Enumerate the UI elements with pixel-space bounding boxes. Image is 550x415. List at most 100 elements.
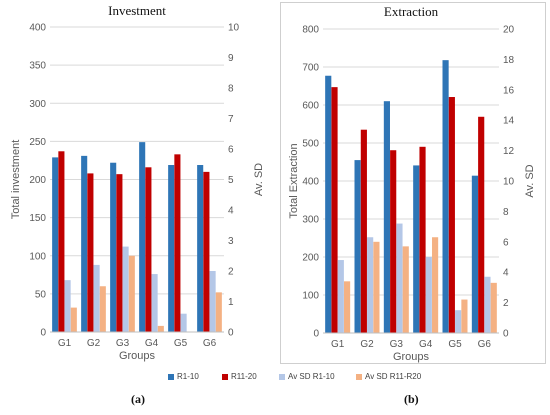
y-tick-label: 400 — [302, 177, 319, 188]
y-tick-label: 0 — [40, 328, 46, 339]
y2-tick-label: 8 — [503, 207, 509, 218]
x-tick-label: G6 — [203, 338, 217, 349]
y2-tick-label: 20 — [503, 25, 515, 36]
bar-r1-10-g5 — [168, 165, 175, 332]
bar-r1-10-g6 — [197, 165, 204, 332]
chart-legend: R1-10 R11-20 Av SD R1-10 Av SD R11-R20 — [0, 372, 550, 386]
y-tick-label: 200 — [302, 253, 319, 264]
legend-swatch-av-sd-r11-r20 — [356, 373, 362, 380]
bar-r1-10-g2 — [354, 160, 361, 333]
legend-item-r1-10: R1-10 — [168, 372, 199, 381]
bar-av-sd-r11-r20-g1 — [70, 307, 77, 332]
chart-title: Extraction — [384, 4, 439, 19]
x-tick-label: G3 — [390, 339, 404, 350]
bar-r11-20-g3 — [116, 174, 123, 332]
x-tick-label: G2 — [360, 339, 374, 350]
y2-tick-label: 5 — [228, 175, 234, 186]
legend-swatch-av-sd-r1-10 — [279, 373, 285, 380]
bar-r11-20-g6 — [203, 171, 210, 332]
caption-a-text: (a) — [131, 392, 145, 406]
bar-av-sd-r1-10-g2 — [93, 264, 100, 332]
y-tick-label: 100 — [302, 291, 319, 302]
legend-swatch-r1-10 — [168, 373, 174, 380]
bar-av-sd-r11-r20-g2 — [373, 241, 380, 333]
bar-r1-10-g5 — [442, 60, 449, 333]
y2-tick-label: 8 — [228, 84, 234, 95]
bar-av-sd-r1-10-g4 — [151, 274, 158, 332]
bar-r11-20-g5 — [174, 154, 181, 332]
extraction-chart-panel: Extraction 0 100 200 300 400 500 600 700 800 0 2 4 6 8… — [280, 2, 546, 364]
y2-tick-label: 4 — [503, 268, 509, 279]
y2-tick-label: 14 — [503, 116, 515, 127]
bar-av-sd-r11-r20-g1 — [344, 281, 351, 333]
x-tick-label: G4 — [419, 339, 433, 350]
y2-axis-title: Av. SD — [253, 163, 265, 196]
y-tick-label: 800 — [302, 25, 319, 36]
bar-r1-10-g1 — [52, 157, 59, 332]
y2-tick-label: 4 — [228, 206, 234, 217]
caption-b-text: (b) — [404, 392, 419, 406]
bar-av-sd-r1-10-g5 — [180, 313, 187, 332]
y-tick-label: 250 — [29, 137, 46, 148]
x-tick-label: G3 — [116, 338, 130, 349]
chart-title: Investment — [108, 3, 166, 18]
bar-av-sd-r1-10-g3 — [122, 246, 129, 332]
y2-tick-label: 0 — [228, 328, 234, 339]
y2-tick-label: 3 — [228, 236, 234, 247]
x-axis-title: Groups — [119, 350, 156, 362]
y-tick-label: 150 — [29, 213, 46, 224]
legend-swatch-r11-20 — [222, 373, 228, 380]
bar-r11-20-g2 — [87, 173, 94, 332]
bar-r11-20-g3 — [390, 150, 397, 333]
bar-av-sd-r11-r20-g6 — [215, 292, 222, 332]
y2-tick-label: 16 — [503, 85, 515, 96]
legend-item-av-sd-r1-10: Av SD R1-10 — [279, 372, 335, 381]
y2-tick-label: 6 — [228, 145, 234, 156]
legend-label: R1-10 — [177, 372, 199, 381]
caption-a: (a) — [131, 392, 145, 407]
y2-tick-label: 2 — [228, 267, 234, 278]
y2-tick-label: 1 — [228, 297, 234, 308]
y2-tick-label: 12 — [503, 146, 515, 157]
legend-label: R11-20 — [231, 372, 257, 381]
x-tick-label: G5 — [448, 339, 462, 350]
y2-tick-label: 9 — [228, 53, 234, 64]
y2-tick-label: 18 — [503, 55, 515, 66]
bar-r1-10-g6 — [471, 175, 478, 333]
y-tick-label: 400 — [29, 23, 46, 34]
x-tick-label: G1 — [58, 338, 72, 349]
x-tick-label: G6 — [478, 339, 492, 350]
y-tick-label: 50 — [35, 289, 47, 300]
y2-tick-label: 7 — [228, 114, 234, 125]
y-tick-label: 600 — [302, 101, 319, 112]
x-tick-label: G1 — [331, 339, 345, 350]
caption-b: (b) — [404, 392, 419, 407]
bar-av-sd-r1-10-g3 — [396, 223, 403, 333]
bar-av-sd-r1-10-g1 — [337, 260, 344, 333]
bar-r11-20-g2 — [360, 129, 367, 333]
bar-av-sd-r1-10-g6 — [484, 276, 491, 333]
y-tick-label: 500 — [302, 139, 319, 150]
bar-r1-10-g1 — [325, 75, 332, 334]
legend-label: Av SD R1-10 — [288, 372, 335, 381]
legend-item-r11-20: R11-20 — [222, 372, 257, 381]
x-tick-label: G2 — [87, 338, 101, 349]
y2-tick-label: 0 — [503, 329, 509, 340]
bar-av-sd-r11-r20-g4 — [432, 237, 439, 333]
bar-av-sd-r11-r20-g4 — [157, 325, 164, 332]
bar-r1-10-g3 — [110, 162, 117, 332]
extraction-chart: Extraction 0 100 200 300 400 500 600 700 800 0 2 4 6 8… — [288, 4, 536, 363]
bar-r11-20-g5 — [448, 97, 455, 334]
bar-r11-20-g4 — [145, 167, 152, 332]
y-axis-title: Total investment — [10, 140, 22, 219]
y-axis-title: Total Extraction — [288, 143, 300, 218]
bar-av-sd-r11-r20-g2 — [99, 286, 106, 332]
bar-r11-20-g1 — [331, 87, 338, 333]
y-tick-label: 0 — [313, 329, 319, 340]
bar-av-sd-r1-10-g4 — [425, 257, 432, 333]
y2-axis-title: Av. SD — [524, 164, 536, 197]
y-tick-label: 100 — [29, 251, 46, 262]
bar-av-sd-r1-10-g5 — [455, 310, 462, 333]
bar-av-sd-r1-10-g1 — [64, 280, 71, 332]
bar-r11-20-g4 — [419, 146, 426, 333]
